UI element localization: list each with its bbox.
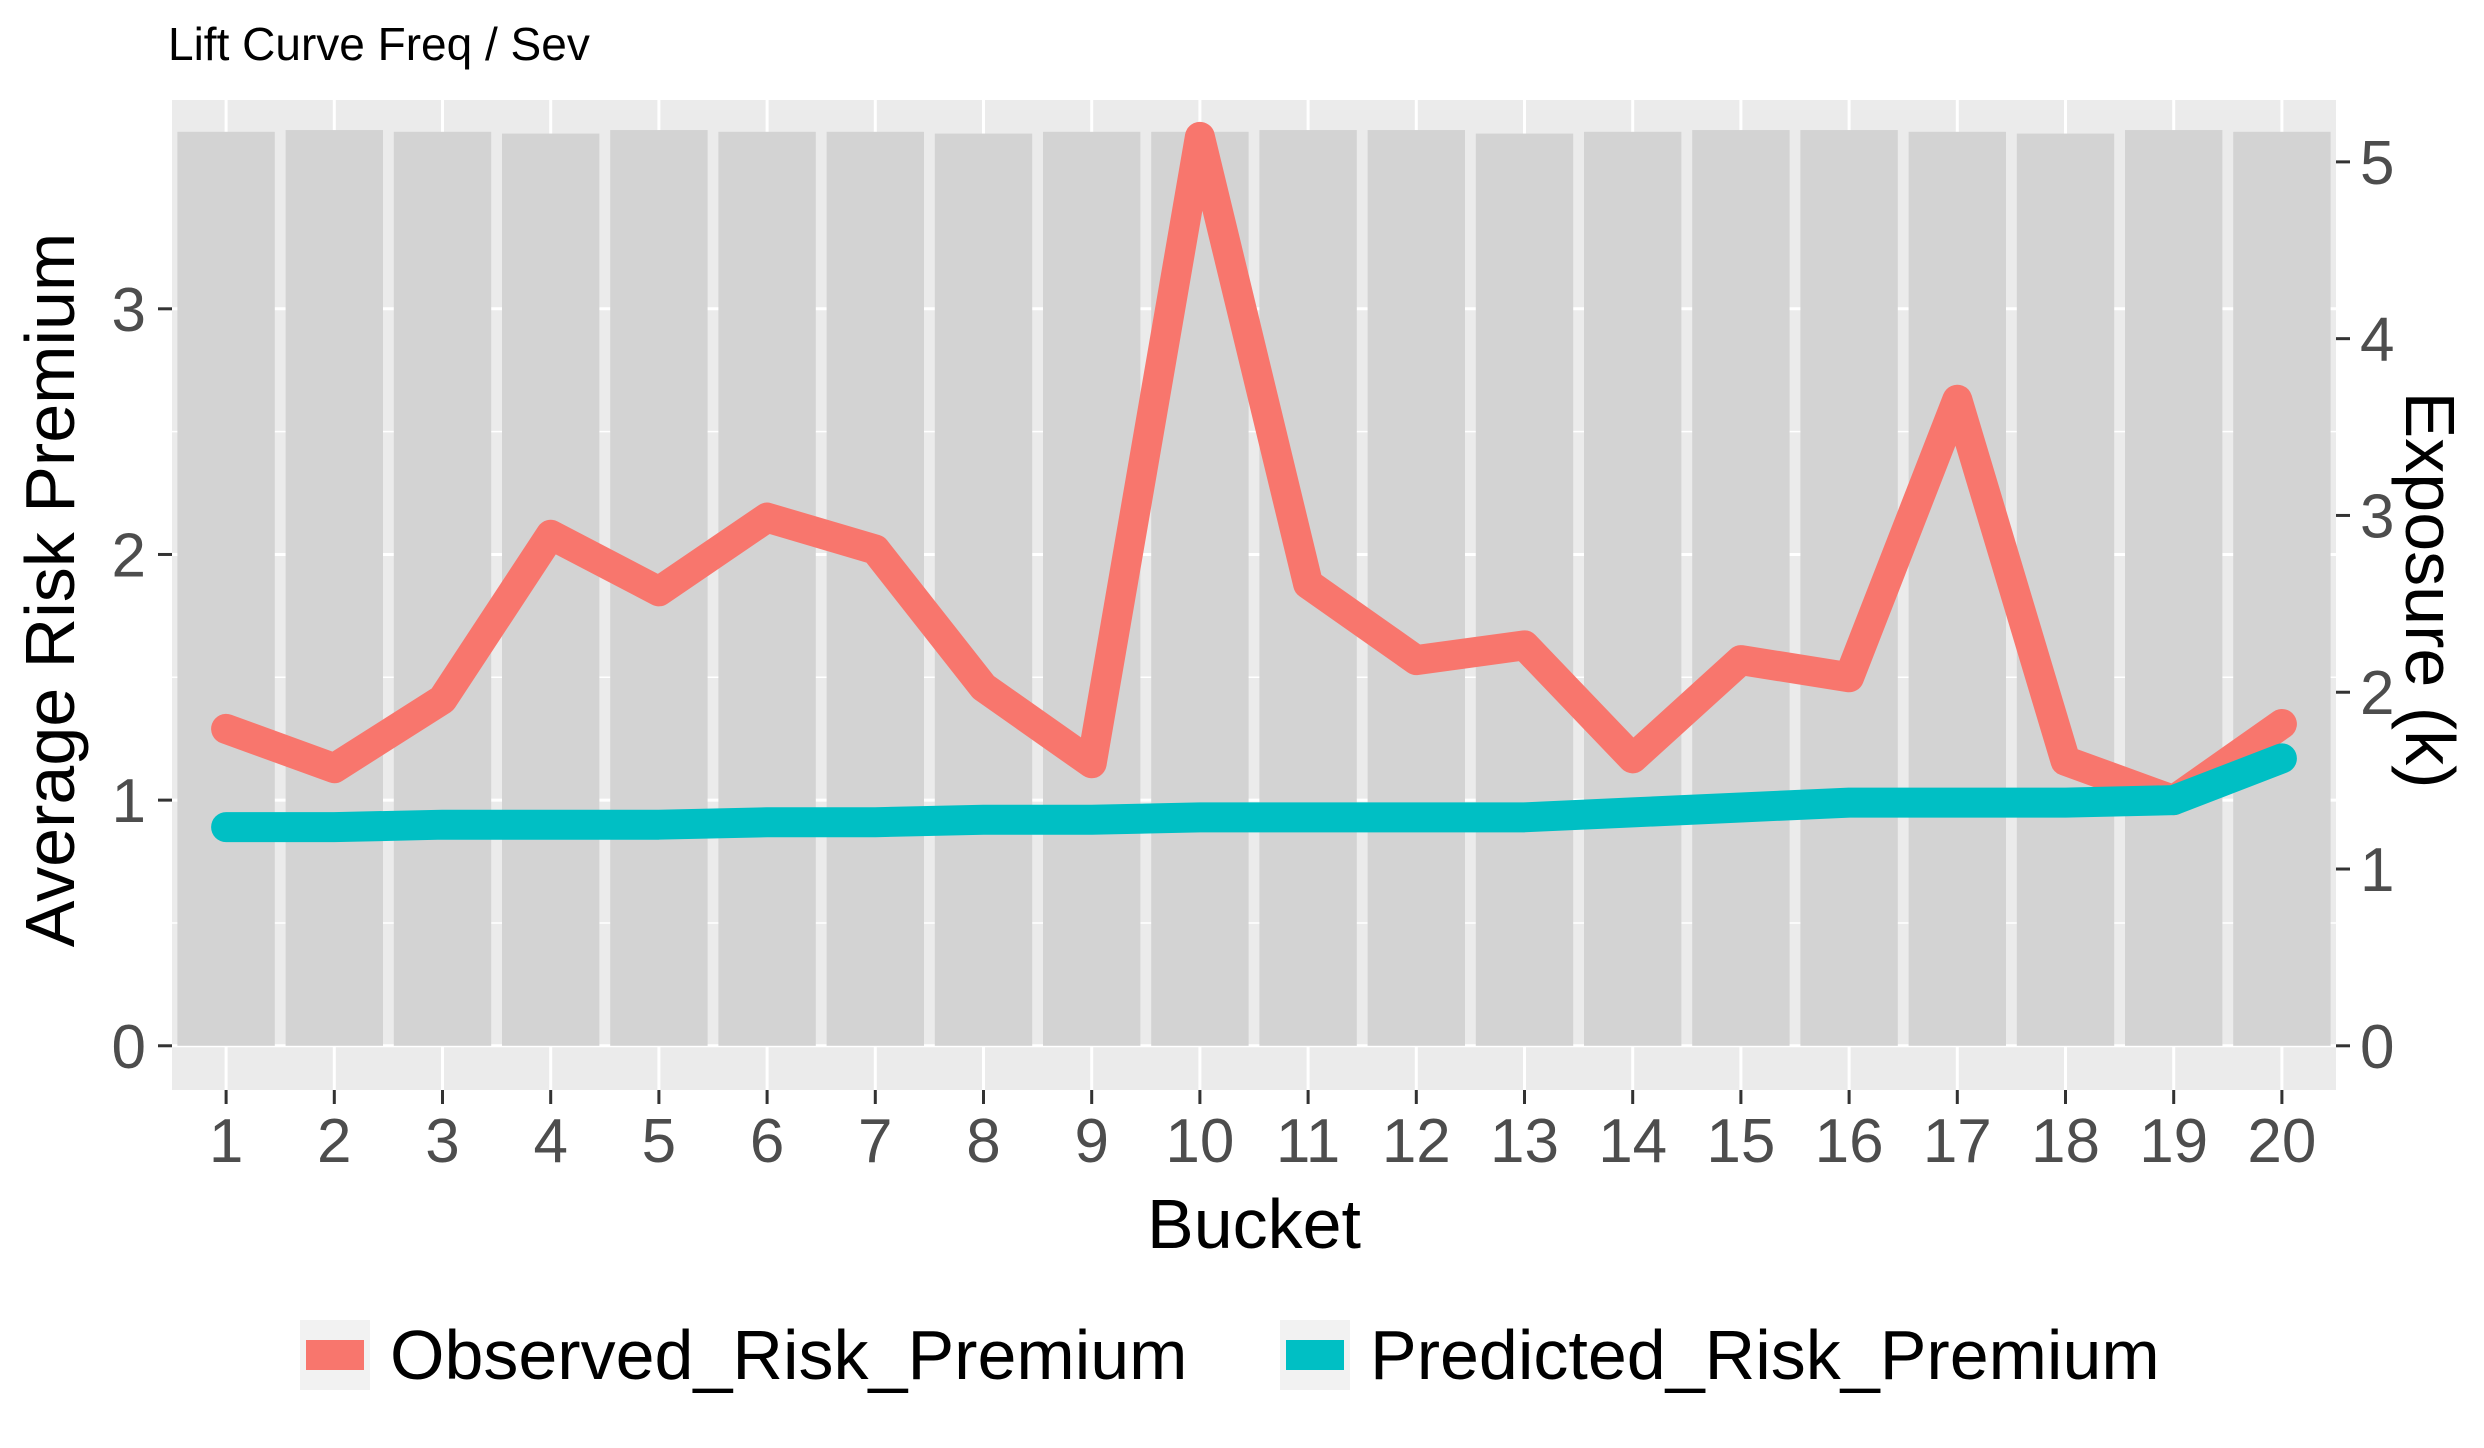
y2-tick-label: 3 bbox=[2360, 482, 2394, 551]
x-tick-label: 20 bbox=[2247, 1107, 2316, 1176]
x-axis-title: Bucket bbox=[1147, 1185, 1361, 1263]
y2-tick-label: 5 bbox=[2360, 129, 2394, 198]
x-tick-label: 19 bbox=[2139, 1107, 2208, 1176]
x-tick-label: 16 bbox=[1815, 1107, 1884, 1176]
exposure-bar bbox=[1692, 130, 1790, 1046]
exposure-bar bbox=[2016, 133, 2115, 1046]
x-tick-label: 5 bbox=[642, 1107, 676, 1176]
series-lines bbox=[211, 121, 2297, 843]
x-tick-label: 10 bbox=[1165, 1107, 1234, 1176]
y-axis-title: Average Risk Premium bbox=[11, 233, 89, 948]
legend-label: Predicted_Risk_Premium bbox=[1370, 1316, 2160, 1394]
x-tick-label: 12 bbox=[1382, 1107, 1451, 1176]
legend-label: Observed_Risk_Premium bbox=[390, 1316, 1187, 1394]
y2-tick-label: 4 bbox=[2360, 306, 2394, 375]
y-tick-label: 2 bbox=[112, 521, 146, 590]
x-axis: 1 2 3 4 5 6 7 8 9 10 11 12 13 14 15 16 17 18 19 20 bbox=[209, 1090, 2316, 1176]
y-tick-label: 3 bbox=[112, 276, 146, 345]
x-tick-label: 4 bbox=[533, 1107, 567, 1176]
x-tick-label: 7 bbox=[858, 1107, 892, 1176]
x-tick-label: 14 bbox=[1598, 1107, 1667, 1176]
y2-tick-label: 2 bbox=[2360, 659, 2394, 728]
y-tick-label: 1 bbox=[112, 767, 146, 836]
x-tick-label: 1 bbox=[209, 1107, 243, 1176]
x-tick-label: 9 bbox=[1074, 1107, 1108, 1176]
y2-tick-label: 1 bbox=[2360, 836, 2394, 905]
x-tick-label: 8 bbox=[966, 1107, 1000, 1176]
x-tick-label: 17 bbox=[1923, 1107, 1992, 1176]
y-axis-right: 0 1 2 3 4 5 bbox=[2336, 129, 2394, 1082]
exposure-bar bbox=[1475, 133, 1574, 1046]
exposure-bar bbox=[934, 133, 1033, 1046]
exposure-bar bbox=[718, 131, 816, 1046]
x-tick-label: 18 bbox=[2031, 1107, 2100, 1176]
y-axis-left: 0 1 2 3 bbox=[112, 276, 172, 1082]
x-tick-label: 13 bbox=[1490, 1107, 1559, 1176]
y2-tick-label: 0 bbox=[2360, 1013, 2394, 1082]
exposure-bar bbox=[177, 131, 275, 1046]
series-line-observed-risk-premium bbox=[211, 121, 2297, 816]
x-tick-label: 2 bbox=[317, 1107, 351, 1176]
exposure-bar bbox=[285, 130, 383, 1046]
y2-axis-title: Exposure (k) bbox=[2391, 392, 2469, 789]
legend: Observed_Risk_Premium Predicted_Risk_Prem… bbox=[300, 1316, 2160, 1394]
exposure-bar bbox=[1584, 131, 1682, 1046]
series-line-predicted-risk-premium bbox=[211, 743, 2297, 843]
exposure-bar bbox=[2125, 130, 2223, 1046]
chart-title: Lift Curve Freq / Sev bbox=[168, 18, 590, 70]
x-tick-label: 3 bbox=[425, 1107, 459, 1176]
exposure-bar bbox=[393, 131, 492, 1046]
exposure-bar bbox=[1367, 130, 1465, 1046]
x-tick-label: 15 bbox=[1706, 1107, 1775, 1176]
exposure-bar bbox=[2233, 131, 2331, 1046]
y-tick-label: 0 bbox=[112, 1013, 146, 1082]
exposure-bar bbox=[1908, 131, 2006, 1046]
x-tick-label: 11 bbox=[1276, 1107, 1340, 1176]
x-tick-label: 6 bbox=[750, 1107, 784, 1176]
